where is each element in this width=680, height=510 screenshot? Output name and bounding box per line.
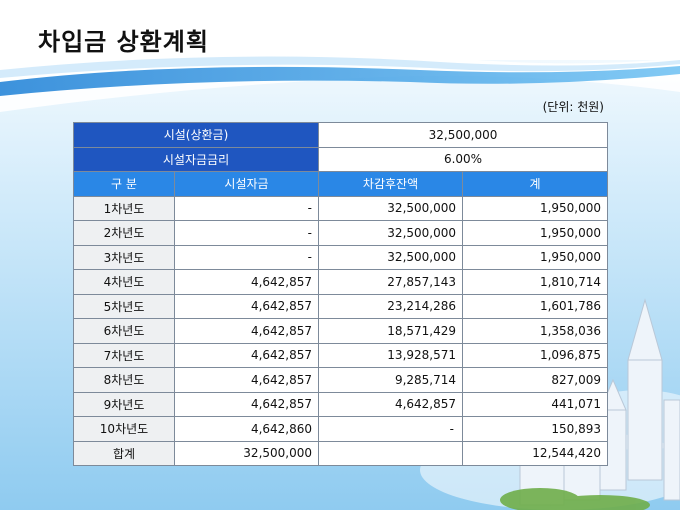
balance-cell: 18,571,429 — [318, 318, 464, 344]
total-cell: 150,893 — [462, 416, 609, 442]
table-row: 3차년도 - 32,500,000 1,950,000 — [73, 244, 609, 270]
unit-note: (단위: 천원) — [542, 100, 604, 114]
total-cell: 1,950,000 — [462, 195, 609, 221]
period-cell: 7차년도 — [73, 342, 175, 368]
facility-fund-cell: 4,642,857 — [173, 391, 320, 417]
period-cell: 10차년도 — [73, 416, 175, 442]
table-row: 6차년도 4,642,857 18,571,429 1,358,036 — [73, 318, 609, 344]
facility-fund-cell: 4,642,857 — [173, 269, 320, 295]
balance-cell: 27,857,143 — [318, 269, 464, 295]
facility-fund-cell: 4,642,857 — [173, 293, 320, 319]
total-balance — [318, 440, 464, 466]
total-cell: 1,601,786 — [462, 293, 609, 319]
facility-fund-cell: - — [173, 195, 320, 221]
table-row: 5차년도 4,642,857 23,214,286 1,601,786 — [73, 293, 609, 319]
column-header-total: 계 — [462, 171, 609, 197]
facility-fund-cell: - — [173, 220, 320, 246]
facility-fund-cell: 4,642,857 — [173, 367, 320, 393]
table-row: 10차년도 4,642,860 - 150,893 — [73, 416, 609, 442]
grand-total: 12,544,420 — [462, 440, 609, 466]
facility-value: 32,500,000 — [318, 122, 609, 148]
period-cell: 5차년도 — [73, 293, 175, 319]
rate-label: 시설자금금리 — [72, 146, 320, 172]
total-facility-fund: 32,500,000 — [173, 440, 320, 466]
table-row: 2차년도 - 32,500,000 1,950,000 — [73, 220, 609, 246]
period-cell: 6차년도 — [73, 318, 175, 344]
period-cell: 2차년도 — [73, 220, 175, 246]
period-cell: 8차년도 — [73, 367, 175, 393]
facility-fund-cell: 4,642,857 — [173, 318, 320, 344]
period-cell: 1차년도 — [73, 195, 175, 221]
total-cell: 1,950,000 — [462, 220, 609, 246]
column-header-facility-fund: 시설자금 — [173, 171, 320, 197]
total-cell: 827,009 — [462, 367, 609, 393]
column-header-balance: 차감후잔액 — [318, 171, 464, 197]
facility-fund-cell: 4,642,857 — [173, 342, 320, 368]
table-row: 4차년도 4,642,857 27,857,143 1,810,714 — [73, 269, 609, 295]
period-cell: 3차년도 — [73, 244, 175, 270]
column-header-period: 구 분 — [73, 171, 175, 197]
period-cell: 9차년도 — [73, 391, 175, 417]
balance-cell: 9,285,714 — [318, 367, 464, 393]
balance-cell: - — [318, 416, 464, 442]
table-row: 8차년도 4,642,857 9,285,714 827,009 — [73, 367, 609, 393]
balance-cell: 23,214,286 — [318, 293, 464, 319]
rate-value: 6.00% — [318, 146, 609, 172]
balance-cell: 32,500,000 — [318, 195, 464, 221]
balance-cell: 13,928,571 — [318, 342, 464, 368]
total-row: 합계 32,500,000 12,544,420 — [73, 440, 609, 466]
summary-row-facility: 시설(상환금) 32,500,000 — [72, 122, 609, 148]
facility-fund-cell: 4,642,860 — [173, 416, 320, 442]
total-cell: 1,950,000 — [462, 244, 609, 270]
total-cell: 1,358,036 — [462, 318, 609, 344]
facility-fund-cell: - — [173, 244, 320, 270]
balance-cell: 32,500,000 — [318, 244, 464, 270]
repayment-table: 시설(상환금) 32,500,000 시설자금금리 6.00% 구 분 시설자금… — [72, 122, 609, 466]
total-cell: 1,810,714 — [462, 269, 609, 295]
total-cell: 441,071 — [462, 391, 609, 417]
total-cell: 1,096,875 — [462, 342, 609, 368]
balance-cell: 32,500,000 — [318, 220, 464, 246]
table-row: 1차년도 - 32,500,000 1,950,000 — [73, 195, 609, 221]
summary-row-rate: 시설자금금리 6.00% — [72, 146, 609, 172]
page-title: 차입금 상환계획 — [38, 28, 209, 56]
total-label: 합계 — [73, 440, 175, 466]
facility-label: 시설(상환금) — [72, 122, 320, 148]
column-header-row: 구 분 시설자금 차감후잔액 계 — [73, 171, 609, 197]
table-row: 9차년도 4,642,857 4,642,857 441,071 — [73, 391, 609, 417]
balance-cell: 4,642,857 — [318, 391, 464, 417]
table-row: 7차년도 4,642,857 13,928,571 1,096,875 — [73, 342, 609, 368]
period-cell: 4차년도 — [73, 269, 175, 295]
